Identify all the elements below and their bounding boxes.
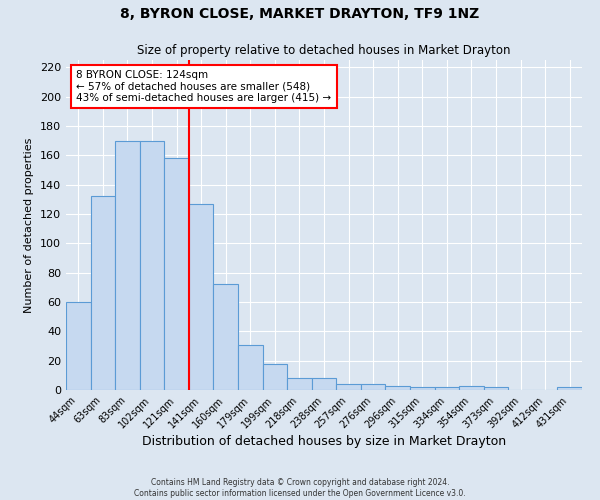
Bar [66,302,91,390]
Bar [263,364,287,390]
Bar [189,204,214,390]
Bar [336,384,361,390]
Y-axis label: Number of detached properties: Number of detached properties [25,138,34,312]
Bar [557,387,582,390]
Title: Size of property relative to detached houses in Market Drayton: Size of property relative to detached ho… [137,44,511,58]
Bar [91,196,115,390]
Text: Contains HM Land Registry data © Crown copyright and database right 2024.
Contai: Contains HM Land Registry data © Crown c… [134,478,466,498]
Bar [115,140,140,390]
Text: 8, BYRON CLOSE, MARKET DRAYTON, TF9 1NZ: 8, BYRON CLOSE, MARKET DRAYTON, TF9 1NZ [121,8,479,22]
Bar [140,140,164,390]
X-axis label: Distribution of detached houses by size in Market Drayton: Distribution of detached houses by size … [142,436,506,448]
Bar [361,384,385,390]
Bar [410,387,434,390]
Text: 8 BYRON CLOSE: 124sqm
← 57% of detached houses are smaller (548)
43% of semi-det: 8 BYRON CLOSE: 124sqm ← 57% of detached … [76,70,331,103]
Bar [214,284,238,390]
Bar [287,378,312,390]
Bar [459,386,484,390]
Bar [312,378,336,390]
Bar [484,387,508,390]
Bar [385,386,410,390]
Bar [434,387,459,390]
Bar [238,344,263,390]
Bar [164,158,189,390]
